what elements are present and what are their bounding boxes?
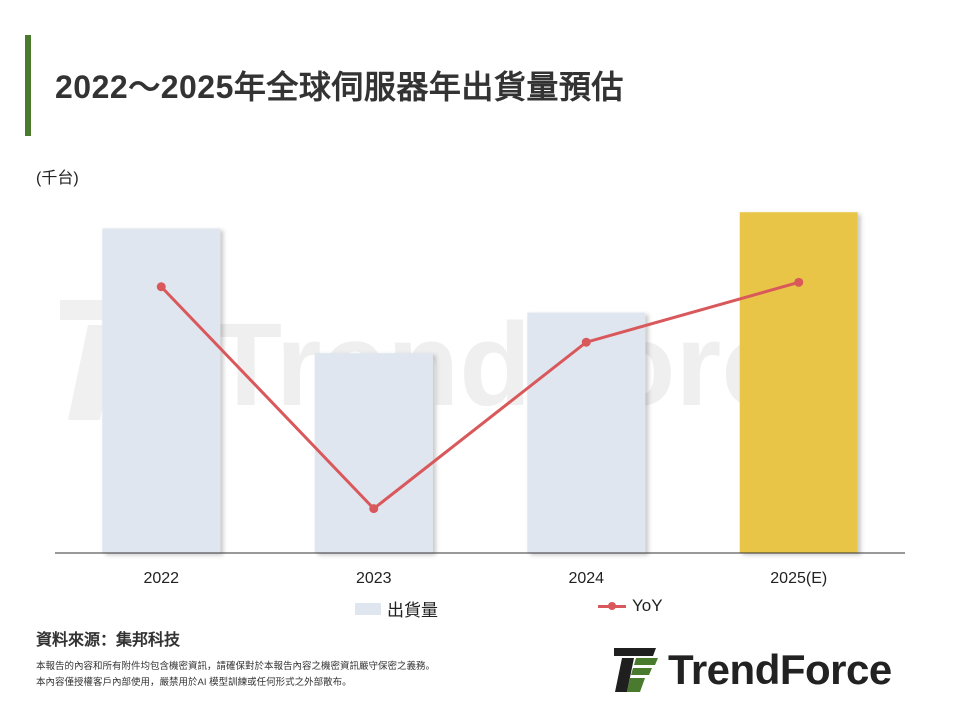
x-tick-2022: 2022 bbox=[143, 570, 179, 587]
legend-item-shipments: 出貨量 bbox=[355, 596, 438, 621]
bar-2025(E) bbox=[739, 212, 858, 553]
bar-2022 bbox=[102, 228, 221, 553]
legend-bar-swatch bbox=[355, 602, 381, 615]
trendforce-logo: TrendForce bbox=[612, 646, 892, 694]
trendforce-logo-icon bbox=[614, 648, 658, 692]
x-tick-2025(E): 2025(E) bbox=[770, 570, 827, 587]
yoy-point-2024 bbox=[581, 337, 591, 347]
page-title: 2022～2025年全球伺服器年出貨量預估 bbox=[55, 69, 624, 105]
disclaimer-line-2: 本內容僅授權客戶內部使用，嚴禁用於AI 模型訓練或任何形式之外部散布。 bbox=[36, 677, 352, 688]
yoy-point-2022 bbox=[156, 282, 166, 292]
chart-legend: 出貨量 YoY bbox=[0, 596, 960, 620]
bar-2023 bbox=[314, 353, 433, 553]
yoy-point-2025(E) bbox=[794, 277, 804, 287]
y-axis-unit-label: (千台) bbox=[36, 170, 79, 187]
legend-label-shipments: 出貨量 bbox=[387, 601, 438, 620]
yoy-point-2023 bbox=[369, 504, 379, 514]
legend-item-yoy: YoY bbox=[598, 596, 663, 616]
x-tick-2024: 2024 bbox=[568, 570, 604, 587]
shipment-chart: 2022 2023 2024 2025(E) bbox=[55, 212, 905, 587]
data-source: 資料來源：集邦科技 bbox=[36, 632, 181, 649]
x-tick-2023: 2023 bbox=[356, 570, 392, 587]
legend-label-yoy: YoY bbox=[632, 596, 663, 615]
disclaimer-line-1: 本報告的內容和所有附件均包含機密資訊，請確保對於本報告內容之機密資訊嚴守保密之義… bbox=[36, 661, 436, 672]
legend-line-swatch bbox=[598, 601, 626, 611]
trendforce-logo-text: TrendForce bbox=[668, 646, 892, 693]
title-accent-bar bbox=[25, 35, 31, 136]
yoy-line bbox=[160, 280, 800, 511]
bar-2024 bbox=[527, 312, 646, 553]
